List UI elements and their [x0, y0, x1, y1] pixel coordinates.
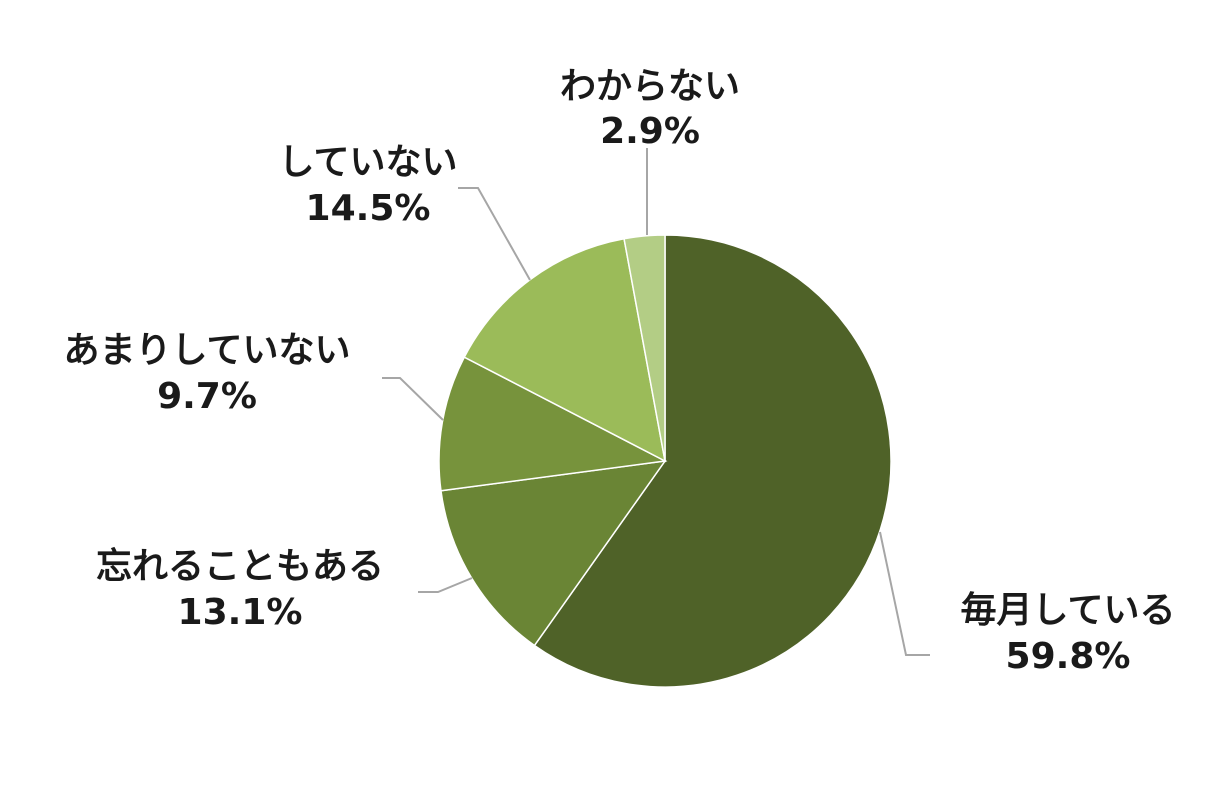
- slice-value-4: 2.9%: [600, 111, 700, 152]
- pie-slice-2: [438, 356, 668, 492]
- slice-label-1: 忘れることもある: [96, 546, 384, 587]
- leader-line-0: [879, 531, 930, 656]
- slice-value-1: 13.1%: [178, 592, 303, 633]
- slice-label-2: あまりしていない: [64, 330, 351, 371]
- slice-value-0: 59.8%: [1006, 636, 1131, 677]
- leader-line-2: [382, 377, 444, 421]
- pie-slice-0: [533, 234, 892, 688]
- slice-value-3: 14.5%: [306, 188, 431, 229]
- pie-slices: [438, 234, 892, 688]
- slice-label-3: していない: [279, 142, 458, 183]
- pie-slice-4: [623, 234, 666, 462]
- leader-line-3: [458, 187, 531, 281]
- slice-value-2: 9.7%: [157, 376, 257, 417]
- leader-line-1: [418, 577, 473, 593]
- data-labels: 毎月している 59.8% 忘れることもある 13.1% あまりしていない 9.7…: [64, 66, 1176, 677]
- slice-label-4: わからない: [560, 66, 740, 107]
- slice-label-0: 毎月している: [961, 590, 1176, 631]
- leader-lines: [382, 148, 930, 656]
